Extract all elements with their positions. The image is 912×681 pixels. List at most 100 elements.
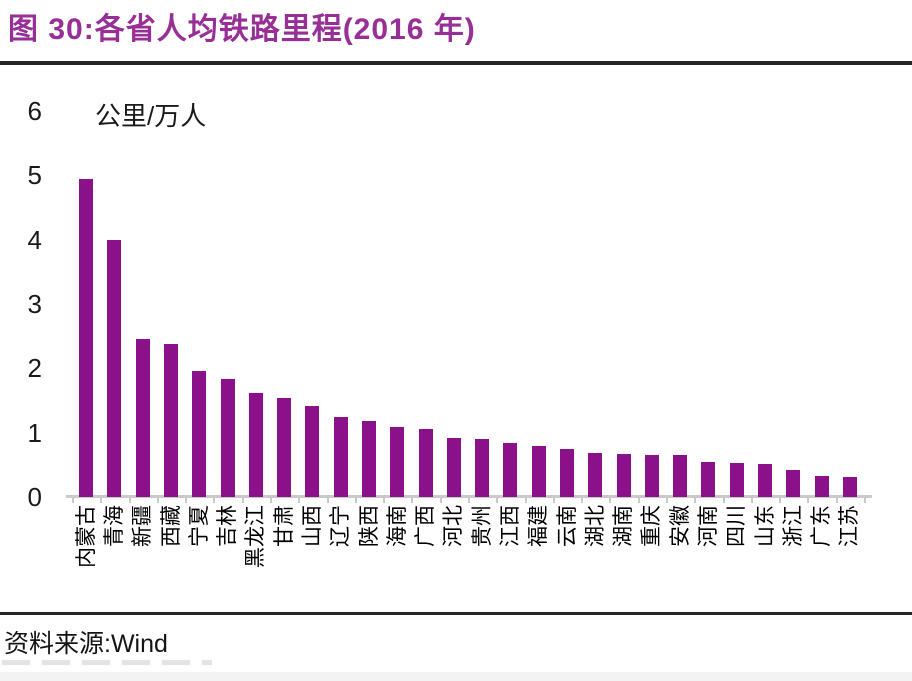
bar	[305, 406, 320, 497]
bar	[362, 421, 376, 497]
footer-band	[0, 672, 912, 681]
bar	[390, 427, 405, 497]
bar	[644, 455, 659, 497]
axis-tick	[100, 498, 103, 503]
bar	[503, 443, 518, 497]
bar	[475, 439, 490, 497]
y-tick-label: 5	[27, 160, 42, 191]
axis-tick	[807, 498, 810, 503]
bar	[107, 240, 122, 497]
bar	[220, 379, 235, 497]
axis-tick	[326, 498, 329, 503]
x-axis-label: 河北	[442, 505, 466, 547]
x-axis-label: 浙江	[781, 505, 805, 547]
bar	[814, 476, 829, 497]
chart-title: 图 30:各省人均铁路里程(2016 年)	[8, 13, 476, 46]
axis-tick	[185, 498, 188, 503]
axis-tick	[298, 498, 301, 503]
x-axis-label: 山西	[300, 505, 324, 547]
bar	[192, 371, 207, 497]
footer-divider	[0, 612, 912, 615]
bar	[79, 179, 94, 497]
bar	[786, 470, 801, 497]
x-axis-label: 陕西	[357, 505, 381, 547]
bar	[729, 463, 744, 497]
axis-tick	[241, 498, 244, 503]
bar	[616, 454, 631, 497]
x-axis-label: 黑龙江	[244, 505, 268, 568]
x-axis-label: 四川	[725, 505, 749, 547]
axis-tick	[637, 498, 640, 503]
x-axis-line	[66, 495, 872, 498]
axis-tick	[383, 498, 386, 503]
x-axis-label: 广西	[414, 505, 438, 547]
bar	[758, 464, 772, 497]
x-axis-label: 内蒙古	[74, 505, 98, 568]
x-axis-label: 辽宁	[329, 505, 353, 547]
x-axis-label: 甘肃	[272, 505, 296, 547]
axis-tick	[864, 498, 866, 503]
axis-tick	[835, 498, 838, 503]
x-axis-label: 福建	[527, 505, 551, 547]
axis-tick	[609, 498, 612, 503]
bar	[588, 453, 603, 497]
axis-tick	[270, 498, 272, 503]
axis-tick	[411, 498, 414, 503]
x-axis-label: 湖南	[612, 505, 636, 547]
x-axis-label: 江西	[498, 505, 522, 547]
y-tick-label: 4	[27, 224, 42, 255]
axis-tick	[128, 498, 131, 503]
axis-tick	[468, 498, 470, 503]
x-axis-label: 广东	[810, 505, 834, 547]
fineprint-marks	[2, 660, 212, 665]
title-divider	[0, 61, 912, 65]
y-tick-label: 1	[27, 417, 42, 448]
axis-tick	[524, 498, 527, 503]
x-axis-label: 湖北	[583, 505, 607, 547]
x-axis-label: 云南	[555, 505, 579, 547]
bar	[446, 438, 461, 497]
bar	[333, 417, 348, 497]
axis-tick	[156, 498, 159, 503]
bar	[560, 449, 574, 497]
axis-tick	[354, 498, 357, 503]
bar	[277, 398, 292, 497]
y-axis-unit-label: 公里/万人	[95, 101, 207, 131]
bar	[418, 429, 433, 497]
x-axis-label: 新疆	[131, 505, 155, 547]
y-tick-label: 6	[27, 96, 42, 126]
bar	[164, 344, 178, 497]
x-axis-label: 宁夏	[187, 505, 211, 547]
x-axis-label: 青海	[102, 505, 126, 547]
x-axis-label: 吉林	[216, 505, 240, 547]
x-axis-label: 西藏	[159, 505, 183, 547]
bar	[135, 339, 150, 497]
bar	[701, 462, 716, 497]
source-label: 资料来源:Wind	[4, 630, 168, 658]
axis-tick	[552, 498, 555, 503]
x-axis-label: 海南	[385, 505, 409, 547]
bar	[673, 455, 688, 497]
axis-tick	[694, 498, 697, 503]
bar	[248, 393, 263, 497]
x-axis-label: 贵州	[470, 505, 494, 547]
x-axis-label: 江苏	[838, 505, 862, 547]
x-axis-label: 安徽	[668, 505, 692, 547]
x-axis-label: 河南	[696, 505, 720, 547]
axis-tick	[213, 498, 216, 503]
axis-tick	[750, 498, 753, 503]
bar	[531, 446, 546, 497]
axis-tick	[666, 498, 668, 503]
axis-tick	[581, 498, 584, 503]
axis-tick	[496, 498, 499, 503]
y-tick-label: 0	[27, 482, 42, 512]
axis-tick	[722, 498, 725, 503]
y-tick-label: 2	[27, 353, 42, 384]
axis-tick	[439, 498, 442, 503]
x-axis-label: 山东	[753, 505, 777, 547]
axis-tick	[779, 498, 782, 503]
bar	[842, 477, 857, 497]
x-axis-label: 重庆	[640, 505, 664, 547]
y-tick-label: 3	[27, 289, 42, 319]
